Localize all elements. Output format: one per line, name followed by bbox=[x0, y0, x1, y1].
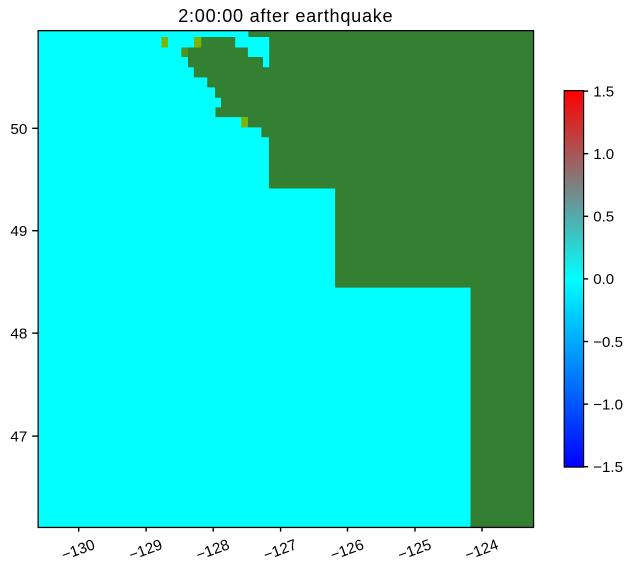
svg-text:−1.5: −1.5 bbox=[593, 459, 623, 476]
svg-text:−0.5: −0.5 bbox=[593, 334, 623, 351]
svg-text:47: 47 bbox=[10, 429, 27, 446]
svg-text:49: 49 bbox=[10, 223, 27, 240]
svg-text:0.5: 0.5 bbox=[593, 209, 614, 226]
svg-text:0.0: 0.0 bbox=[593, 271, 614, 288]
svg-text:1.5: 1.5 bbox=[593, 83, 614, 100]
svg-text:2:00:00 after earthquake: 2:00:00 after earthquake bbox=[178, 6, 393, 26]
svg-text:48: 48 bbox=[10, 326, 27, 343]
svg-text:1.0: 1.0 bbox=[593, 146, 614, 163]
svg-text:−1.0: −1.0 bbox=[593, 396, 623, 413]
svg-text:50: 50 bbox=[10, 121, 27, 138]
